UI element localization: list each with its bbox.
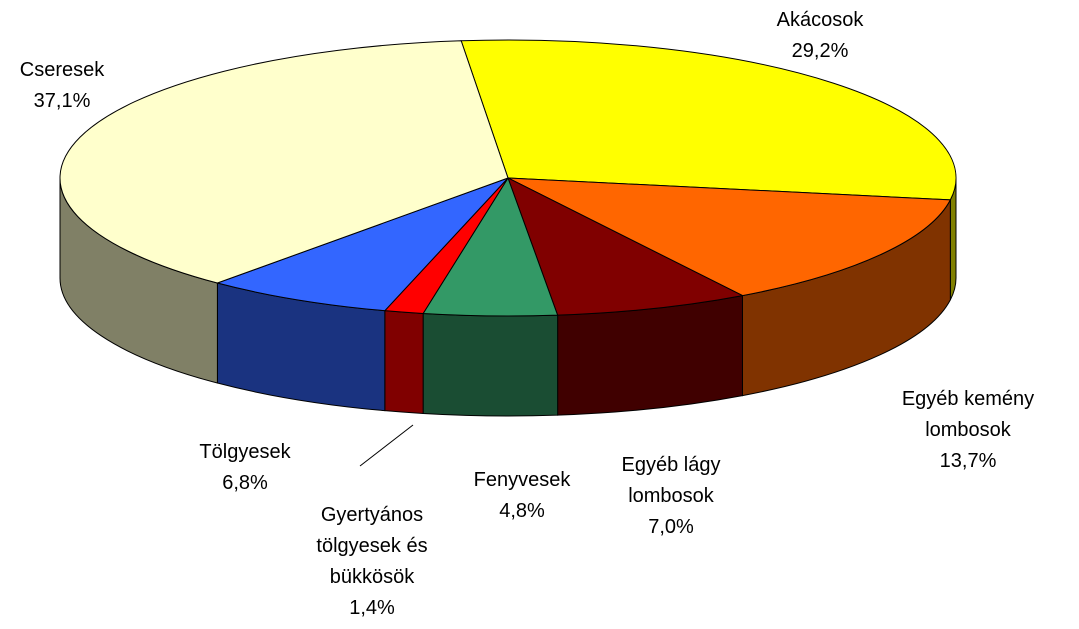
slice <box>59 40 509 284</box>
slice-side <box>422 312 559 417</box>
slice-side <box>384 310 424 415</box>
slice <box>507 177 952 297</box>
leader-line <box>359 424 414 467</box>
slice-label: Egyéb kemény lombosok 13,7% <box>873 384 1063 477</box>
slice-label: Cseresek 37,1% <box>0 55 132 117</box>
category-label: Akácosok <box>776 9 864 31</box>
slice <box>460 39 957 201</box>
value-label: 4,8% <box>499 500 545 522</box>
value-label: 29,2% <box>791 40 849 62</box>
category-label: Fenyvesek <box>473 469 571 491</box>
value-label: 1,4% <box>349 597 395 619</box>
category-label: Egyéb lágy lombosok <box>621 454 721 507</box>
value-label: 37,1% <box>33 90 91 112</box>
category-label: Cseresek <box>19 59 105 81</box>
slice-label: Tölgyesek 6,8% <box>175 437 315 499</box>
category-label: Tölgyesek <box>199 441 291 463</box>
slice-label: Akácosok 29,2% <box>720 5 920 67</box>
category-label: Gyertyános tölgyesek és bükkösök <box>316 504 428 588</box>
category-label: Egyéb kemény lombosok <box>901 388 1035 441</box>
value-label: 6,8% <box>222 472 268 494</box>
value-label: 7,0% <box>648 516 694 538</box>
slice-label: Gyertyános tölgyesek és bükkösök 1,4% <box>287 500 457 624</box>
slice <box>215 177 509 312</box>
slice-label: Fenyvesek 4,8% <box>452 465 592 527</box>
value-label: 13,7% <box>939 450 997 472</box>
slice <box>507 176 745 316</box>
slice-label: Egyéb lágy lombosok 7,0% <box>601 450 741 543</box>
